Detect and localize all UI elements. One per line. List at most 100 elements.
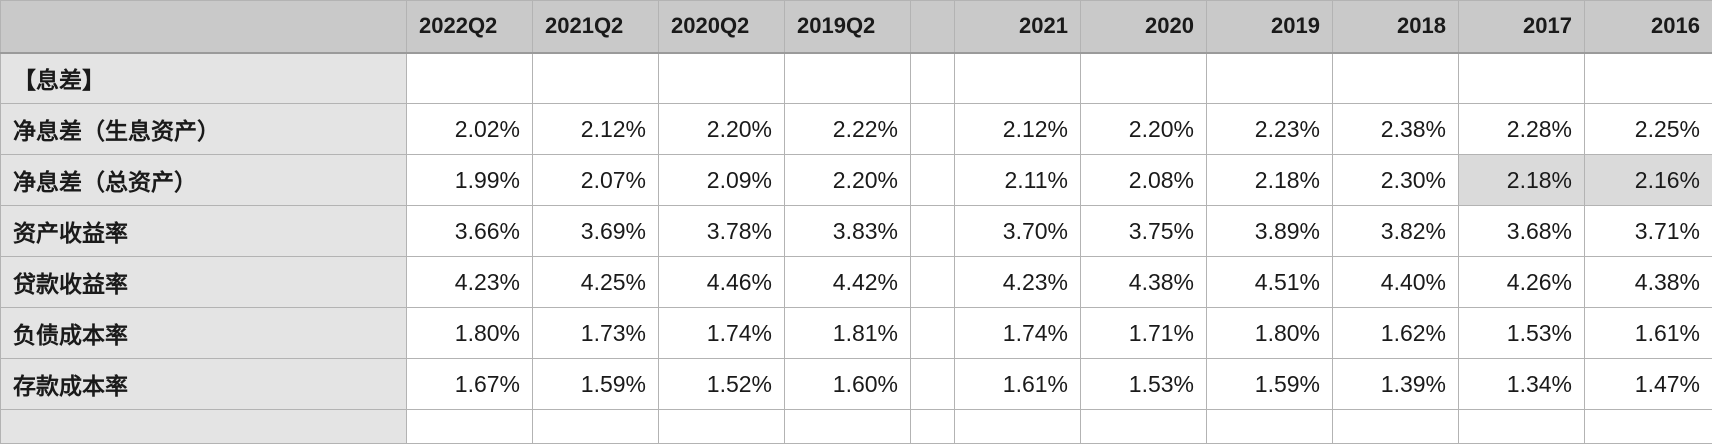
section-header-cell[interactable]: 【息差】 — [1, 53, 407, 104]
table-cell[interactable]: 2.16% — [1585, 155, 1712, 206]
table-cell[interactable]: 2.11% — [955, 155, 1081, 206]
spacer-cell[interactable] — [911, 257, 955, 308]
table-cell[interactable]: 1.71% — [1081, 308, 1207, 359]
spacer-cell[interactable] — [911, 206, 955, 257]
table-cell[interactable] — [955, 410, 1081, 444]
table-cell[interactable] — [407, 53, 533, 104]
table-cell[interactable]: 1.53% — [1081, 359, 1207, 410]
table-cell[interactable] — [533, 53, 659, 104]
table-cell[interactable]: 2.09% — [659, 155, 785, 206]
corner-cell[interactable] — [1, 1, 407, 53]
table-cell[interactable]: 3.83% — [785, 206, 911, 257]
table-cell[interactable]: 1.80% — [1207, 308, 1333, 359]
table-cell[interactable]: 1.34% — [1459, 359, 1585, 410]
table-cell[interactable]: 1.47% — [1585, 359, 1712, 410]
column-header[interactable]: 2020 — [1081, 1, 1207, 53]
table-cell[interactable] — [1333, 410, 1459, 444]
table-cell[interactable]: 2.02% — [407, 104, 533, 155]
spacer-cell[interactable] — [911, 104, 955, 155]
table-cell[interactable]: 4.38% — [1081, 257, 1207, 308]
table-cell[interactable]: 2.28% — [1459, 104, 1585, 155]
table-cell[interactable] — [1459, 53, 1585, 104]
table-cell[interactable]: 4.40% — [1333, 257, 1459, 308]
table-cell[interactable]: 4.23% — [955, 257, 1081, 308]
table-cell[interactable]: 2.18% — [1207, 155, 1333, 206]
table-cell[interactable]: 4.51% — [1207, 257, 1333, 308]
table-cell[interactable]: 1.62% — [1333, 308, 1459, 359]
table-cell[interactable]: 2.07% — [533, 155, 659, 206]
table-cell[interactable] — [785, 410, 911, 444]
column-header[interactable]: 2016 — [1585, 1, 1712, 53]
table-cell[interactable]: 3.70% — [955, 206, 1081, 257]
table-cell[interactable] — [955, 53, 1081, 104]
table-cell[interactable]: 2.08% — [1081, 155, 1207, 206]
table-cell[interactable] — [1459, 410, 1585, 444]
table-cell[interactable]: 4.25% — [533, 257, 659, 308]
table-cell[interactable]: 2.22% — [785, 104, 911, 155]
table-cell[interactable]: 2.25% — [1585, 104, 1712, 155]
table-cell[interactable]: 1.61% — [955, 359, 1081, 410]
column-header[interactable]: 2019Q2 — [785, 1, 911, 53]
table-cell[interactable]: 1.59% — [533, 359, 659, 410]
table-cell[interactable]: 3.69% — [533, 206, 659, 257]
column-header[interactable]: 2019 — [1207, 1, 1333, 53]
table-cell[interactable] — [1585, 53, 1712, 104]
table-cell[interactable]: 4.42% — [785, 257, 911, 308]
table-cell[interactable]: 1.61% — [1585, 308, 1712, 359]
column-header[interactable]: 2017 — [1459, 1, 1585, 53]
table-cell[interactable]: 3.68% — [1459, 206, 1585, 257]
table-cell[interactable]: 1.73% — [533, 308, 659, 359]
table-cell[interactable]: 2.30% — [1333, 155, 1459, 206]
table-cell[interactable]: 4.26% — [1459, 257, 1585, 308]
table-cell[interactable]: 2.38% — [1333, 104, 1459, 155]
table-cell[interactable]: 4.23% — [407, 257, 533, 308]
table-cell[interactable]: 1.74% — [955, 308, 1081, 359]
table-cell[interactable] — [533, 410, 659, 444]
row-label[interactable]: 净息差（生息资产） — [1, 104, 407, 155]
row-label[interactable]: 资产收益率 — [1, 206, 407, 257]
spacer-cell[interactable] — [911, 410, 955, 444]
row-label[interactable]: 负债成本率 — [1, 308, 407, 359]
table-cell[interactable]: 1.81% — [785, 308, 911, 359]
table-cell[interactable]: 2.12% — [955, 104, 1081, 155]
table-cell[interactable]: 1.99% — [407, 155, 533, 206]
table-cell[interactable]: 2.12% — [533, 104, 659, 155]
table-cell[interactable] — [785, 53, 911, 104]
table-cell[interactable]: 1.67% — [407, 359, 533, 410]
table-cell[interactable]: 1.52% — [659, 359, 785, 410]
spacer-cell[interactable] — [911, 155, 955, 206]
table-cell[interactable]: 1.59% — [1207, 359, 1333, 410]
table-cell[interactable]: 1.80% — [407, 308, 533, 359]
table-cell[interactable] — [1585, 410, 1712, 444]
table-cell[interactable] — [1081, 410, 1207, 444]
table-cell[interactable]: 3.78% — [659, 206, 785, 257]
table-cell[interactable]: 3.71% — [1585, 206, 1712, 257]
spacer-cell[interactable] — [911, 308, 955, 359]
table-cell[interactable] — [659, 410, 785, 444]
column-header[interactable]: 2022Q2 — [407, 1, 533, 53]
table-cell[interactable]: 3.66% — [407, 206, 533, 257]
table-cell[interactable] — [1207, 410, 1333, 444]
column-header[interactable]: 2021Q2 — [533, 1, 659, 53]
table-cell[interactable]: 2.18% — [1459, 155, 1585, 206]
table-cell[interactable]: 4.46% — [659, 257, 785, 308]
row-label[interactable]: 存款成本率 — [1, 359, 407, 410]
column-header[interactable]: 2018 — [1333, 1, 1459, 53]
spacer-cell[interactable] — [911, 53, 955, 104]
column-header[interactable]: 2020Q2 — [659, 1, 785, 53]
table-cell[interactable]: 2.20% — [659, 104, 785, 155]
table-cell[interactable] — [1207, 53, 1333, 104]
table-cell[interactable]: 1.53% — [1459, 308, 1585, 359]
table-cell[interactable] — [407, 410, 533, 444]
table-cell[interactable] — [1333, 53, 1459, 104]
table-cell[interactable] — [659, 53, 785, 104]
spacer-cell[interactable] — [911, 359, 955, 410]
table-cell[interactable]: 2.20% — [785, 155, 911, 206]
table-cell[interactable]: 3.82% — [1333, 206, 1459, 257]
row-label[interactable] — [1, 410, 407, 444]
row-label[interactable]: 净息差（总资产） — [1, 155, 407, 206]
row-label[interactable]: 贷款收益率 — [1, 257, 407, 308]
column-header[interactable]: 2021 — [955, 1, 1081, 53]
table-cell[interactable]: 3.89% — [1207, 206, 1333, 257]
table-cell[interactable]: 2.20% — [1081, 104, 1207, 155]
